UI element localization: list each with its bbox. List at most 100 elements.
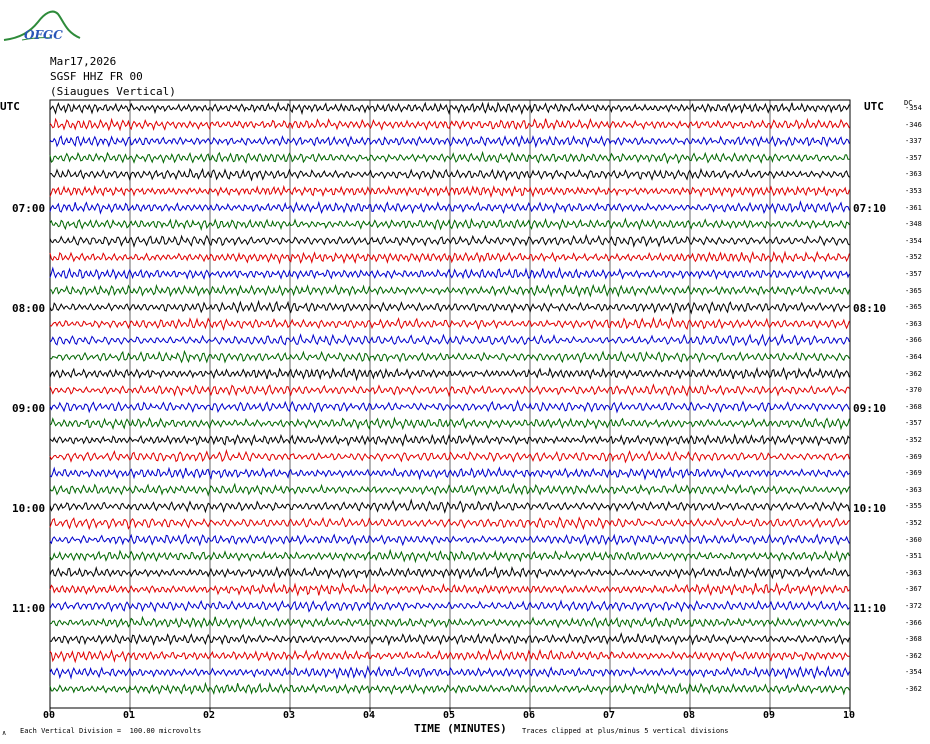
dc-offset-label: -357 [905, 270, 922, 278]
left-hour-label: 10:00 [12, 502, 46, 515]
seismic-trace [49, 498, 850, 514]
left-timezone-label: UTC [0, 100, 20, 113]
x-tick-label: 04 [363, 710, 376, 721]
left-hour-label: 11:00 [12, 602, 46, 615]
logo-mountain-icon [3, 10, 81, 41]
dc-offset-label: -352 [905, 253, 922, 262]
seismic-trace [49, 632, 850, 647]
seismic-trace [49, 581, 850, 597]
x-tick-label: 09 [763, 710, 776, 721]
x-tick-label: 10 [843, 710, 856, 721]
x-tick-label: 01 [123, 710, 136, 721]
x-tick-label: 02 [203, 710, 216, 721]
footer-division-note: Each Vertical Division = 100.00 microvol… [20, 727, 202, 735]
seismic-trace [49, 599, 850, 613]
seismic-trace [49, 217, 850, 231]
dc-offset-label: -357 [905, 419, 922, 428]
dc-offset-label: -368 [905, 635, 922, 644]
dc-offset-label: -353 [905, 187, 922, 195]
seismic-trace [49, 299, 850, 315]
dc-offset-label: -372 [905, 602, 922, 610]
seismic-trace [49, 548, 850, 564]
dc-offset-label: -370 [905, 386, 922, 395]
seismic-trace [49, 233, 850, 248]
header-date: Mar17,2026 [50, 55, 117, 68]
header-location: (Siaugues Vertical) [50, 85, 176, 98]
dc-offset-label: -367 [905, 585, 922, 594]
seismic-trace [49, 383, 850, 398]
seismic-trace [49, 533, 850, 547]
seismic-trace [49, 416, 850, 431]
dc-offset-label: -364 [905, 353, 922, 361]
right-hour-label: 07:10 [853, 202, 887, 215]
seismic-trace [49, 681, 850, 696]
seismic-trace [49, 565, 850, 580]
dc-offset-label: -363 [905, 319, 922, 328]
right-hour-label: 11:10 [853, 602, 887, 615]
dc-offset-label: -346 [905, 120, 922, 129]
x-tick-label: 06 [523, 710, 536, 721]
dc-offset-label: -361 [905, 203, 922, 212]
left-hour-label: 09:00 [12, 402, 46, 415]
dc-offset-label: -337 [905, 137, 922, 146]
right-hour-label: 09:10 [853, 402, 887, 415]
seismic-trace [49, 433, 850, 447]
dc-offset-label: -352 [905, 519, 922, 527]
seismic-trace [49, 250, 850, 265]
seismic-trace [49, 615, 850, 630]
seismic-trace [49, 101, 850, 116]
seismic-trace [49, 399, 850, 414]
seismic-trace [49, 316, 850, 331]
seismic-trace [49, 200, 850, 215]
seismic-trace [49, 448, 850, 464]
dc-offset-header: DC [904, 99, 913, 107]
seismic-trace [49, 665, 850, 680]
dc-offset-label: -369 [905, 452, 922, 461]
seismic-trace [49, 648, 850, 664]
right-hour-label: 10:10 [853, 502, 887, 515]
seismic-trace [49, 283, 850, 298]
seismic-trace [49, 167, 850, 182]
right-hour-label: 08:10 [853, 302, 887, 315]
logo-text: OFGC [24, 28, 63, 42]
dc-offset-label: -351 [905, 552, 922, 561]
dc-offset-label: -352 [905, 436, 922, 444]
right-timezone-label: UTC [864, 100, 884, 113]
x-tick-label: 05 [443, 710, 456, 721]
seismic-trace [49, 366, 850, 382]
seismic-trace [49, 333, 850, 347]
dc-offset-label: -362 [905, 369, 922, 378]
dc-offset-label: -365 [905, 303, 922, 312]
x-axis-label: TIME (MINUTES) [414, 722, 507, 735]
x-tick-label: 03 [283, 710, 296, 721]
footer-left-mark: ∧ [2, 729, 7, 737]
dc-offset-label: -366 [905, 618, 922, 627]
dc-offset-label: -354 [905, 104, 922, 112]
seismic-trace [49, 184, 850, 199]
dc-offset-label: -366 [905, 336, 922, 345]
dc-offset-label: -365 [905, 286, 922, 295]
dc-offset-label: -369 [905, 469, 922, 478]
footer-clip-note: Traces clipped at plus/minus 5 vertical … [522, 727, 729, 735]
x-tick-label: 08 [683, 710, 696, 721]
seismic-trace [49, 482, 850, 497]
seismic-trace [49, 134, 850, 149]
seismic-trace [49, 150, 850, 165]
dc-offset-label: -360 [905, 535, 922, 544]
seismic-trace [49, 117, 850, 132]
x-tick-label: 00 [43, 710, 56, 721]
dc-offset-label: -368 [905, 402, 922, 411]
left-hour-label: 07:00 [12, 202, 46, 215]
header-station: SGSF HHZ FR 00 [50, 70, 143, 83]
dc-offset-label: -355 [905, 502, 922, 511]
dc-offset-label: -362 [905, 651, 922, 660]
dc-offset-label: -362 [905, 685, 922, 693]
dc-offset-label: -363 [905, 170, 922, 179]
left-hour-label: 08:00 [12, 302, 46, 315]
seismic-trace [49, 349, 850, 364]
x-tick-label: 07 [603, 710, 616, 721]
dc-offset-label: -363 [905, 485, 922, 494]
seismic-trace [49, 266, 850, 281]
dc-offset-label: -354 [905, 668, 922, 677]
